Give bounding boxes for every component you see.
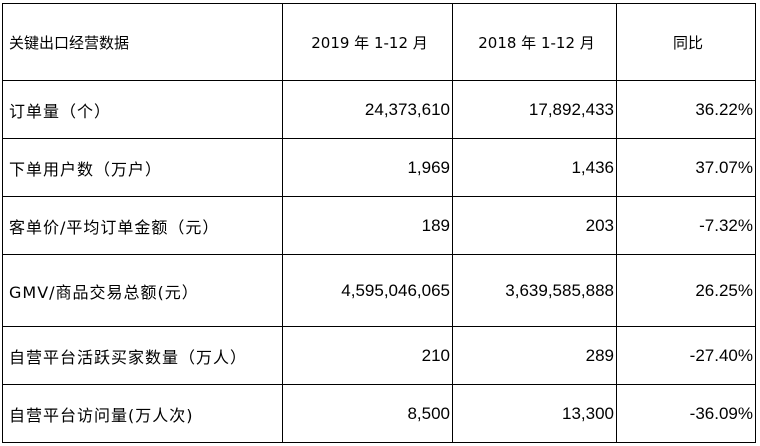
row-label: 订单量（个） [2, 80, 283, 139]
value-2019: 189 [282, 196, 453, 255]
value-2019: 8,500 [282, 384, 453, 443]
value-2018: 17,892,433 [452, 80, 617, 139]
value-yoy: 26.25% [616, 254, 756, 327]
row-label: GMV/商品交易总额(元） [2, 254, 283, 327]
value-yoy: -27.40% [616, 326, 756, 385]
table-body: 订单量（个） 24,373,610 17,892,433 36.22% 下单用户… [2, 80, 756, 443]
value-2019: 4,595,046,065 [282, 254, 453, 327]
table-row: 订单量（个） 24,373,610 17,892,433 36.22% [2, 80, 756, 139]
header-row: 关键出口经营数据 2019 年 1-12 月 2018 年 1-12 月 同比 [2, 3, 756, 81]
value-yoy: -36.09% [616, 384, 756, 443]
value-yoy: -7.32% [616, 196, 756, 255]
row-label: 客单价/平均订单金额（元） [2, 196, 283, 255]
value-2018: 203 [452, 196, 617, 255]
row-label: 自营平台访问量(万人次) [2, 384, 283, 443]
table-header: 关键出口经营数据 2019 年 1-12 月 2018 年 1-12 月 同比 [2, 3, 756, 81]
table-row: 下单用户数（万户） 1,969 1,436 37.07% [2, 138, 756, 197]
value-2019: 210 [282, 326, 453, 385]
value-2018: 289 [452, 326, 617, 385]
value-2018: 1,436 [452, 138, 617, 197]
value-2019: 24,373,610 [282, 80, 453, 139]
header-yoy: 同比 [616, 3, 756, 81]
row-label: 下单用户数（万户） [2, 138, 283, 197]
table-row: GMV/商品交易总额(元） 4,595,046,065 3,639,585,88… [2, 254, 756, 327]
table-row: 自营平台访问量(万人次) 8,500 13,300 -36.09% [2, 384, 756, 443]
value-2019: 1,969 [282, 138, 453, 197]
table-row: 自营平台活跃买家数量（万人） 210 289 -27.40% [2, 326, 756, 385]
row-label: 自营平台活跃买家数量（万人） [2, 326, 283, 385]
header-metric: 关键出口经营数据 [2, 3, 283, 81]
value-2018: 3,639,585,888 [452, 254, 617, 327]
value-yoy: 36.22% [616, 80, 756, 139]
header-2019: 2019 年 1-12 月 [282, 3, 453, 81]
header-2018: 2018 年 1-12 月 [452, 3, 617, 81]
value-2018: 13,300 [452, 384, 617, 443]
export-kpi-table: 关键出口经营数据 2019 年 1-12 月 2018 年 1-12 月 同比 … [2, 3, 756, 443]
value-yoy: 37.07% [616, 138, 756, 197]
table-row: 客单价/平均订单金额（元） 189 203 -7.32% [2, 196, 756, 255]
